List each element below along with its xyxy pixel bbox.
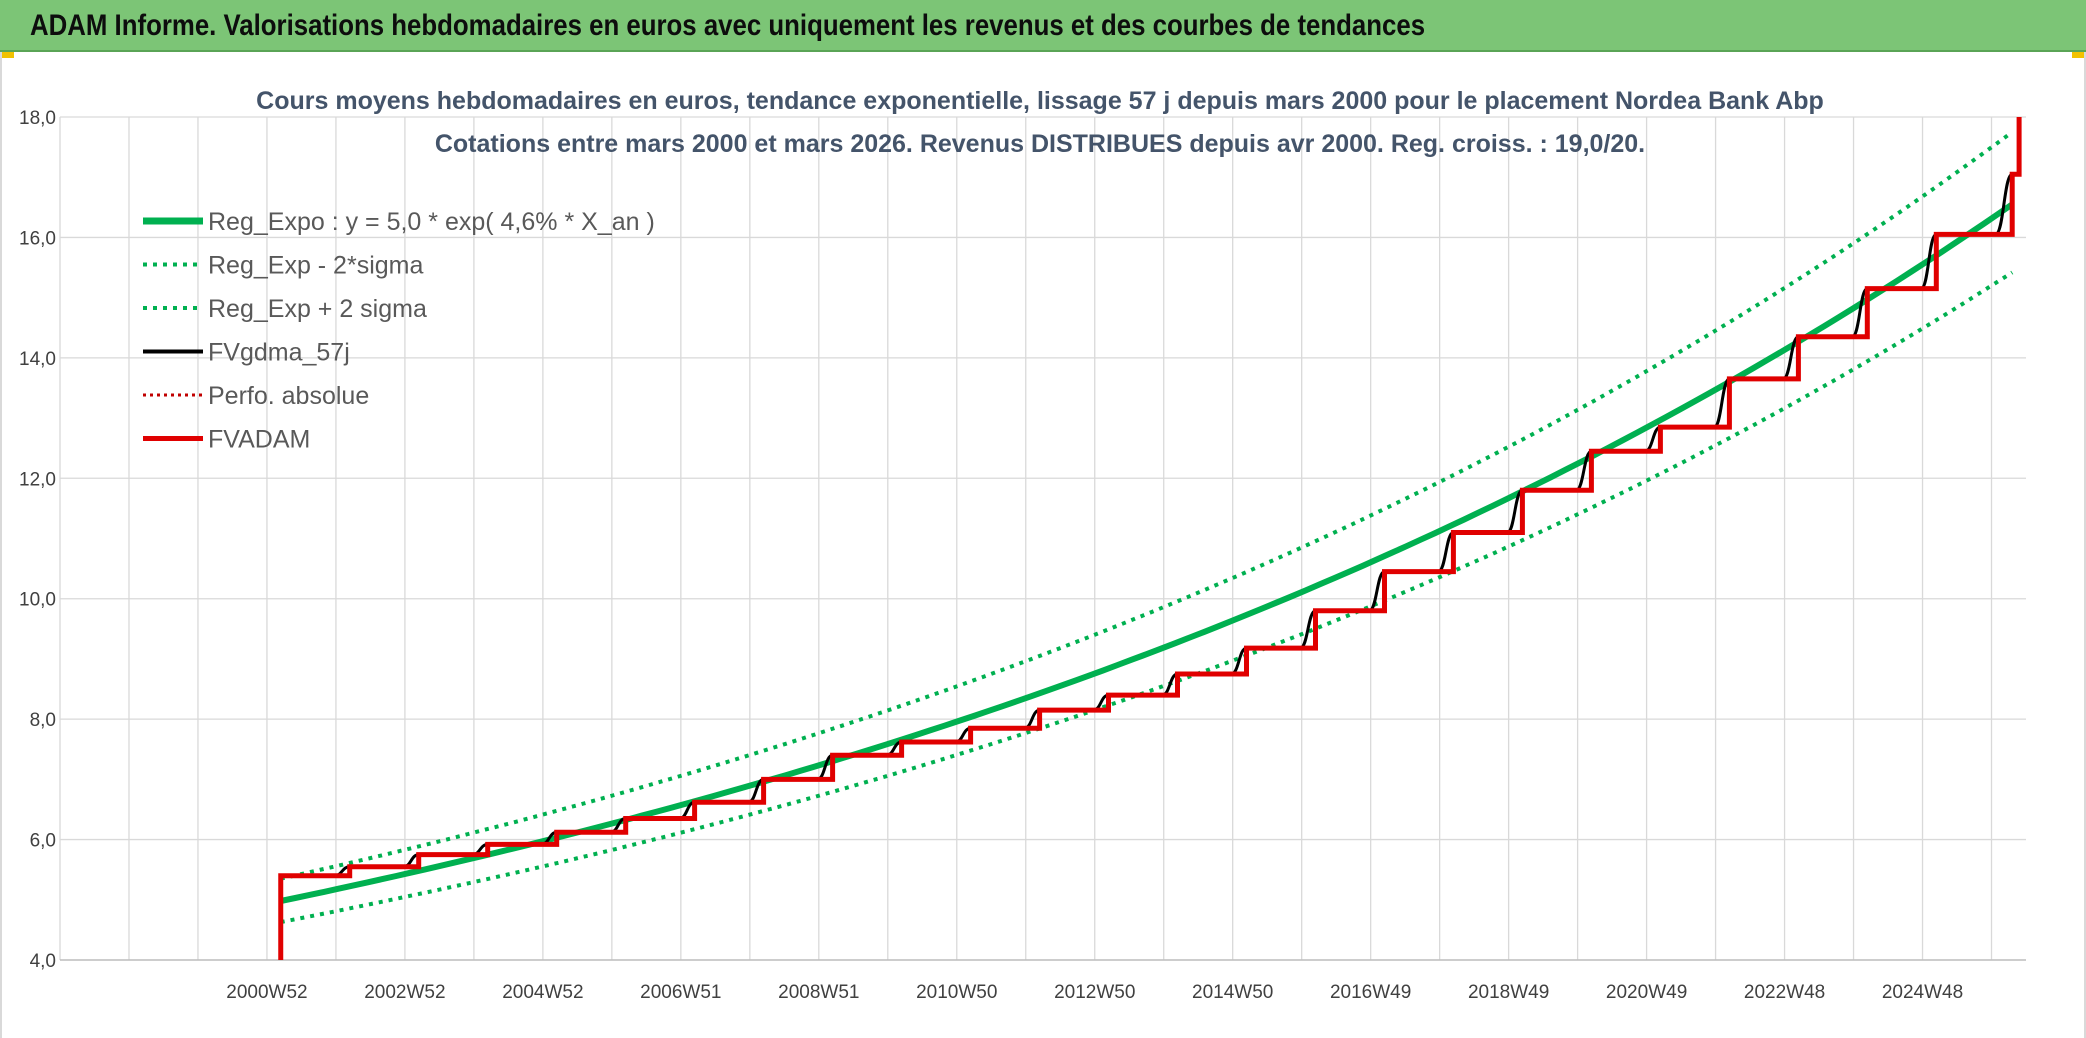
x-tick-label: 2006W51 [640, 982, 721, 1003]
legend-label: FVADAM [208, 426, 310, 454]
x-tick-label: 2004W52 [502, 982, 583, 1003]
legend-label: Perfo. absolue [208, 382, 369, 410]
upper-band-line [280, 130, 2014, 881]
corner-accent-right [2072, 52, 2086, 58]
chart-title-line2: Cotations entre mars 2000 et mars 2026. … [435, 130, 1645, 158]
chart-frame [0, 52, 2086, 1038]
x-tick-label: 2012W50 [1054, 982, 1135, 1003]
corner-accent-left [0, 52, 14, 58]
x-tick-label: 2000W52 [226, 982, 307, 1003]
legend-label: Reg_Exp + 2 sigma [208, 295, 427, 323]
legend-label: Reg_Exp - 2*sigma [208, 252, 423, 280]
chart-title-line1: Cours moyens hebdomadaires en euros, ten… [256, 87, 1824, 115]
x-tick-label: 2024W48 [1882, 982, 1963, 1003]
y-tick-label: 10,0 [19, 590, 56, 611]
x-tick-label: 2014W50 [1192, 982, 1273, 1003]
gridlines [59, 116, 2026, 961]
y-tick-label: 4,0 [30, 951, 56, 972]
x-tick-label: 2020W49 [1606, 982, 1687, 1003]
y-tick-label: 6,0 [30, 831, 56, 852]
legend-label: FVgdma_57j [208, 339, 350, 367]
report-banner: ADAM Informe. Valorisations hebdomadaire… [0, 0, 2086, 52]
series-layer [278, 117, 2022, 960]
y-tick-label: 18,0 [19, 108, 56, 129]
y-tick-label: 16,0 [19, 228, 56, 249]
x-tick-label: 2010W50 [916, 982, 997, 1003]
x-tick-label: 2022W48 [1744, 982, 1825, 1003]
y-tick-label: 14,0 [19, 349, 56, 370]
y-tick-label: 8,0 [30, 710, 56, 731]
x-tick-label: 2018W49 [1468, 982, 1549, 1003]
x-tick-label: 2002W52 [364, 982, 445, 1003]
legend-label: Reg_Expo : y = 5,0 * exp( 4,6% * X_an ) [208, 208, 655, 236]
y-tick-label: 12,0 [19, 469, 56, 490]
x-tick-label: 2008W51 [778, 982, 859, 1003]
trend-line [280, 201, 2014, 904]
x-tick-label: 2016W49 [1330, 982, 1411, 1003]
axes: 4,0 6,0 8,0 10,0 12,0 14,0 16,0 18,0 2000W52 2002… [19, 108, 2026, 1003]
fvadam-step-line [278, 117, 2022, 960]
legend: Reg_Expo : y = 5,0 * exp( 4,6% * X_an ) R… [143, 208, 655, 454]
report-title: ADAM Informe. Valorisations hebdomadaire… [30, 9, 1426, 42]
